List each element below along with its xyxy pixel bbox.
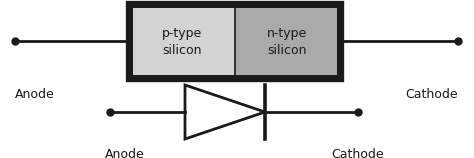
Text: Anode: Anode: [15, 88, 55, 101]
Text: n-type
silicon: n-type silicon: [267, 27, 308, 57]
Text: p-type
silicon: p-type silicon: [163, 27, 202, 57]
Bar: [130, 5, 340, 78]
Text: Cathode: Cathode: [332, 148, 384, 158]
Bar: [235, 8, 337, 75]
Text: Cathode: Cathode: [405, 88, 458, 101]
Text: Anode: Anode: [105, 148, 145, 158]
Bar: [133, 8, 235, 75]
